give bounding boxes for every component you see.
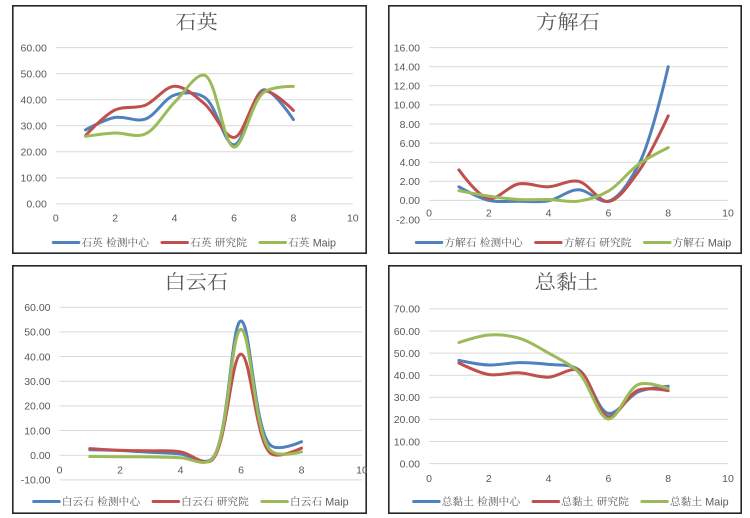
svg-text:10: 10	[722, 207, 734, 219]
svg-text:4: 4	[177, 465, 183, 477]
svg-text:16.00: 16.00	[393, 42, 419, 54]
svg-text:6: 6	[605, 207, 611, 219]
svg-text:2: 2	[112, 212, 118, 224]
svg-text:0.00: 0.00	[26, 198, 47, 210]
svg-text:0.00: 0.00	[399, 458, 420, 470]
svg-text:10: 10	[346, 212, 358, 224]
svg-text:30.00: 30.00	[393, 392, 419, 404]
svg-text:40.00: 40.00	[24, 351, 50, 363]
svg-text:8.00: 8.00	[399, 118, 420, 130]
svg-text:60.00: 60.00	[393, 326, 419, 338]
svg-text:20.00: 20.00	[20, 146, 46, 158]
svg-text:8: 8	[665, 207, 671, 219]
svg-text:12.00: 12.00	[393, 80, 419, 92]
svg-text:10.00: 10.00	[20, 172, 46, 184]
svg-text:30.00: 30.00	[20, 120, 46, 132]
svg-text:14.00: 14.00	[393, 61, 419, 73]
svg-text:2: 2	[485, 473, 491, 485]
svg-text:20.00: 20.00	[24, 401, 50, 413]
svg-text:10.00: 10.00	[393, 99, 419, 111]
svg-text:Maip: Maip	[312, 237, 335, 249]
svg-text:4: 4	[171, 212, 177, 224]
svg-text:Maip: Maip	[707, 237, 730, 249]
svg-text:6: 6	[231, 212, 237, 224]
svg-text:8: 8	[290, 212, 296, 224]
svg-text:0: 0	[56, 465, 62, 477]
svg-text:Maip: Maip	[705, 496, 728, 508]
svg-text:0.00: 0.00	[30, 450, 51, 462]
svg-text:2: 2	[485, 207, 491, 219]
svg-text:60.00: 60.00	[24, 302, 50, 314]
svg-text:50.00: 50.00	[20, 68, 46, 80]
svg-text:10.00: 10.00	[24, 425, 50, 437]
svg-text:6.00: 6.00	[399, 137, 420, 149]
svg-text:4: 4	[545, 473, 551, 485]
svg-text:-10.00: -10.00	[20, 475, 50, 487]
svg-text:2.00: 2.00	[399, 176, 420, 188]
svg-text:10.00: 10.00	[393, 436, 419, 448]
svg-text:70.00: 70.00	[393, 304, 419, 316]
svg-text:30.00: 30.00	[24, 376, 50, 388]
svg-text:60.00: 60.00	[20, 42, 46, 54]
svg-text:6: 6	[605, 473, 611, 485]
svg-text:Maip: Maip	[325, 496, 348, 508]
svg-text:-2.00: -2.00	[396, 214, 420, 226]
svg-text:20.00: 20.00	[393, 414, 419, 426]
svg-text:50.00: 50.00	[24, 327, 50, 339]
svg-text:4: 4	[545, 207, 551, 219]
svg-text:0: 0	[426, 473, 432, 485]
svg-text:0.00: 0.00	[399, 195, 420, 207]
svg-text:0: 0	[52, 212, 58, 224]
svg-text:10: 10	[356, 465, 367, 477]
svg-text:10: 10	[722, 473, 734, 485]
svg-text:8: 8	[298, 465, 304, 477]
svg-text:50.00: 50.00	[393, 348, 419, 360]
svg-text:2: 2	[117, 465, 123, 477]
svg-text:4.00: 4.00	[399, 157, 420, 169]
svg-text:40.00: 40.00	[393, 370, 419, 382]
svg-text:6: 6	[238, 465, 244, 477]
svg-text:0: 0	[426, 207, 432, 219]
svg-text:8: 8	[665, 473, 671, 485]
svg-text:40.00: 40.00	[20, 94, 46, 106]
